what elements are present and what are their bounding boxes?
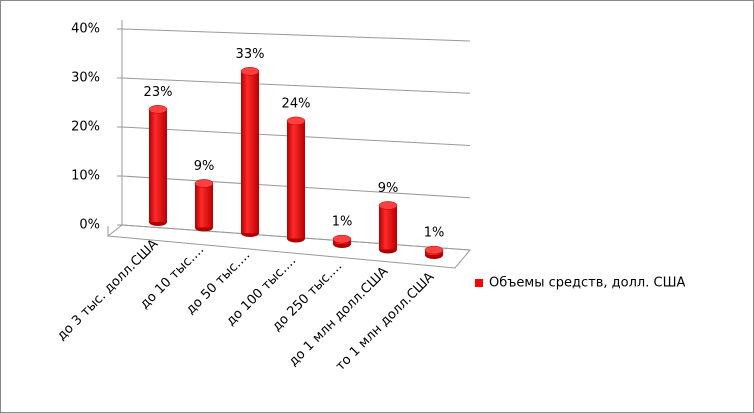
value-label: 1% [332,215,353,230]
value-label: 33% [236,47,265,62]
y-tick-label: 10% [71,169,100,184]
y-tick-label: 0% [79,218,100,233]
bar-top [286,116,306,126]
bar-top [240,67,260,76]
value-label: 23% [144,85,173,100]
y-tick-label: 30% [71,71,100,86]
bar-top [332,234,352,244]
value-label: 24% [282,96,311,111]
bar [287,120,305,239]
y-tick-label: 40% [71,22,100,37]
value-label: 1% [424,226,445,241]
bar [149,109,167,222]
value-label: 9% [194,159,215,174]
bar-top [378,201,398,210]
grid-line [121,77,471,94]
legend-swatch [475,279,483,287]
value-label: 9% [378,181,399,196]
bar-top [194,179,214,188]
bar-top [424,245,444,255]
legend-label: Объемы средств, долл. США [489,276,685,291]
bar [195,183,213,228]
bar [379,205,397,250]
grid-line [121,28,471,42]
bar [241,71,259,233]
y-tick-label: 20% [71,120,100,135]
bar-top [148,105,168,114]
